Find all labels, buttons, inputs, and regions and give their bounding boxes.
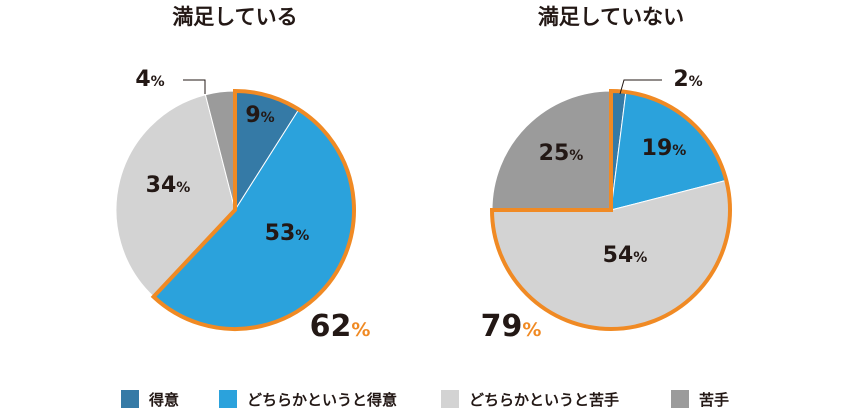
pct-label-not-satisfied-dochira-nigate: 54% [603, 243, 648, 268]
legend-label-dochira-tokui: どちらかというと得意 [247, 390, 398, 409]
pct-label-not-satisfied-nigate: 25% [539, 141, 584, 166]
pie-slice-satisfied-dochira-nigate [115, 94, 236, 298]
pct-label-satisfied-nigate-unit: % [151, 74, 165, 90]
pct-label-not-satisfied-tokui: 2% [673, 67, 702, 92]
pct-label-not-satisfied-dochira-tokui-unit: % [672, 143, 686, 159]
pct-label-satisfied-tokui-unit: % [261, 110, 275, 126]
pct-label-satisfied-nigate-value: 4 [135, 67, 150, 92]
legend-swatch-dochira-tokui [219, 390, 237, 408]
highlight-outline-not-satisfied [489, 88, 732, 331]
highlight-total-satisfied: 62% [310, 309, 371, 344]
pct-label-satisfied-tokui-value: 9 [245, 103, 260, 128]
legend-item-tokui: 得意 [121, 388, 179, 410]
pct-label-not-satisfied-nigate-value: 25 [539, 141, 570, 166]
highlight-total-satisfied-unit: % [351, 319, 370, 341]
highlight-total-satisfied-value: 62 [310, 309, 352, 344]
legend-label-dochira-nigate: どちらかというと苦手 [469, 390, 620, 409]
pie-charts-svg: 満足している 満足していない 9%53%34%4%62%19%54%25%2%7… [115, 5, 732, 344]
highlight-total-not-satisfied-unit: % [522, 319, 541, 341]
legend-item-dochira-nigate: どちらかというと苦手 [441, 388, 619, 410]
pct-label-satisfied-dochira-tokui-value: 53 [265, 221, 296, 246]
pct-label-satisfied-nigate: 4% [135, 67, 164, 92]
legend-item-dochira-tokui: どちらかというと得意 [219, 388, 397, 410]
pct-label-not-satisfied-dochira-tokui-value: 19 [642, 136, 673, 161]
pct-label-satisfied-dochira-nigate-value: 34 [146, 173, 177, 198]
pct-label-not-satisfied-tokui-unit: % [689, 74, 703, 90]
chart-title-satisfied: 満足している [172, 5, 297, 29]
legend-label-nigate: 苦手 [699, 390, 730, 409]
pct-label-not-satisfied-dochira-tokui: 19% [642, 136, 687, 161]
pct-label-satisfied-tokui: 9% [245, 103, 274, 128]
pct-label-satisfied-dochira-tokui-unit: % [295, 228, 309, 244]
pct-label-satisfied-dochira-nigate-unit: % [176, 180, 190, 196]
legend-label-tokui: 得意 [149, 390, 180, 409]
pct-label-not-satisfied-dochira-nigate-unit: % [633, 250, 647, 266]
pct-label-satisfied-dochira-nigate: 34% [146, 173, 191, 198]
pct-label-satisfied-dochira-tokui: 53% [265, 221, 310, 246]
legend-swatch-nigate [671, 390, 689, 408]
highlight-total-not-satisfied: 79% [481, 309, 542, 344]
legend-swatch-tokui [121, 390, 139, 408]
legend: 得意 どちらかというと得意 どちらかというと苦手 苦手 [0, 388, 850, 414]
legend-item-nigate: 苦手 [671, 388, 729, 410]
pct-label-not-satisfied-nigate-unit: % [569, 148, 583, 164]
highlight-total-not-satisfied-value: 79 [481, 309, 523, 344]
highlight-outline-satisfied [150, 88, 356, 331]
pct-label-not-satisfied-tokui-value: 2 [673, 67, 688, 92]
chart-title-not-satisfied: 満足していない [538, 5, 684, 29]
callout-line-not-satisfied [619, 79, 662, 95]
callout-line-satisfied [183, 79, 206, 94]
legend-swatch-dochira-nigate [441, 390, 459, 408]
pct-label-not-satisfied-dochira-nigate-value: 54 [603, 243, 634, 268]
pie-slice-not-satisfied-nigate [491, 90, 612, 211]
